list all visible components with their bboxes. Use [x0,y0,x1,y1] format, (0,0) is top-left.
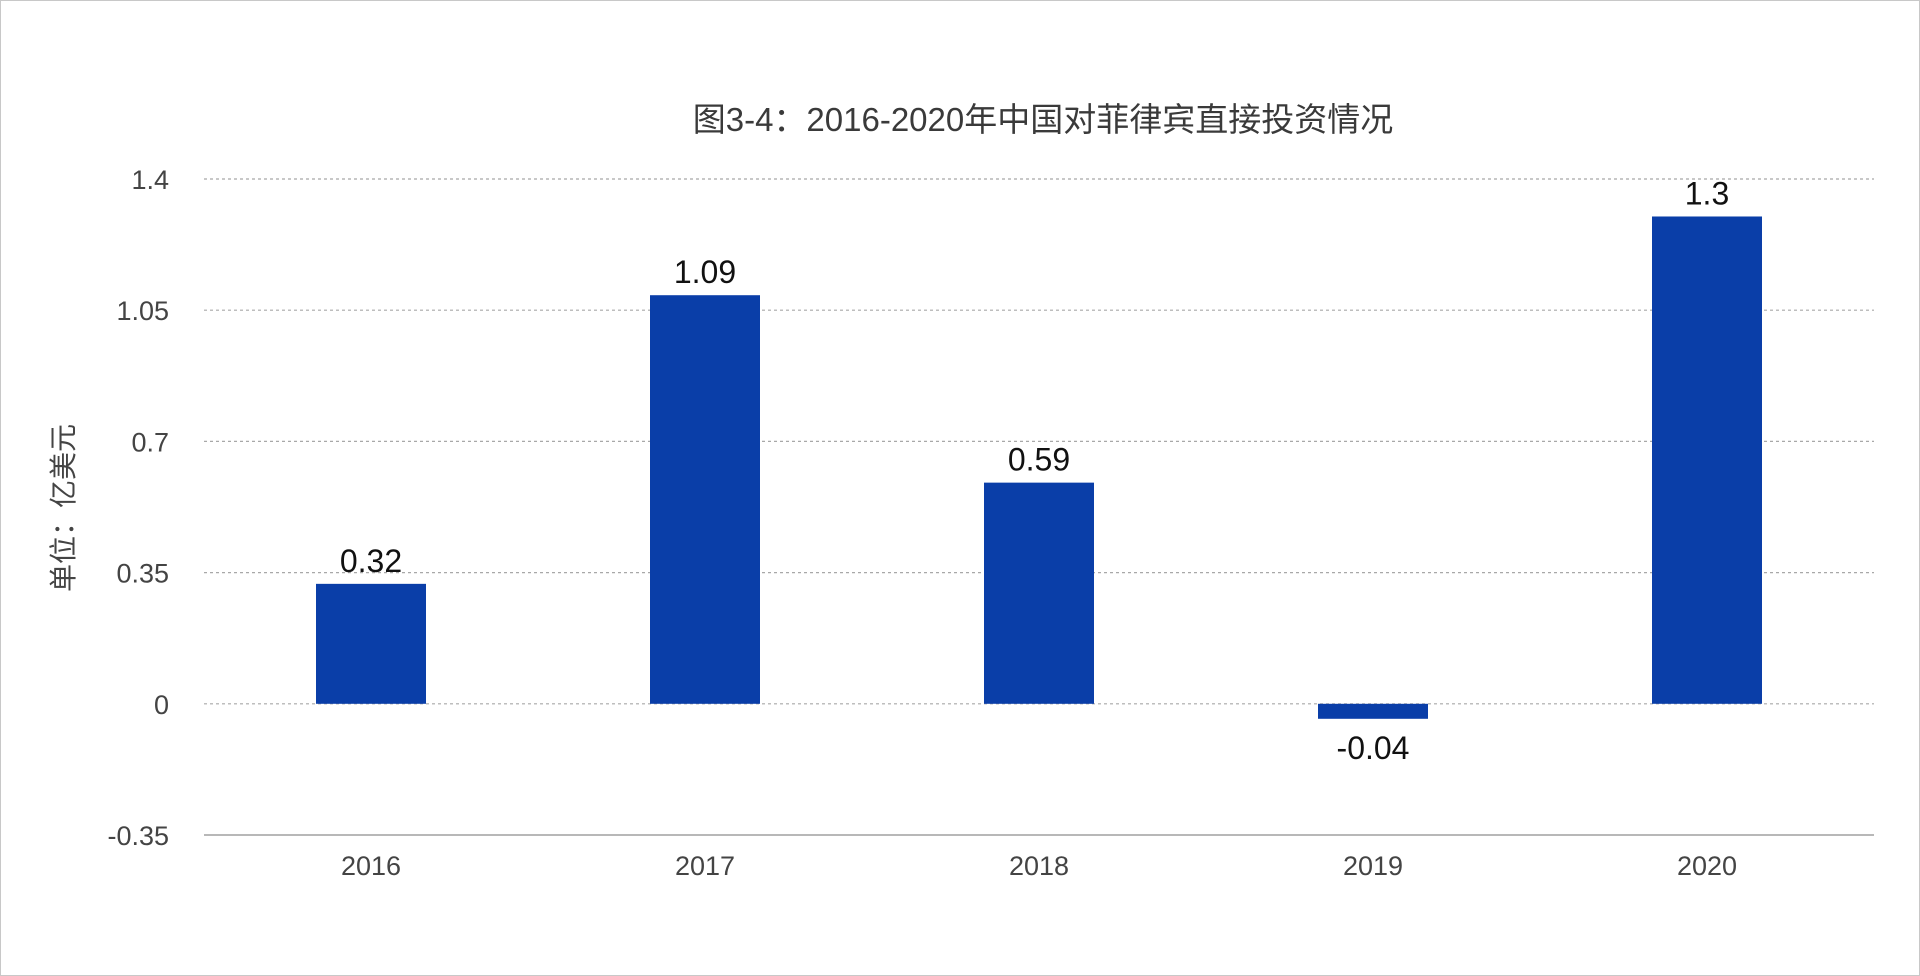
y-tick-label: 0.35 [116,559,169,589]
y-tick-label: 1.4 [131,165,169,195]
bars [316,216,1762,719]
y-tick-labels: -0.35 0 0.35 0.7 1.05 1.4 [107,165,169,851]
y-tick-label: 0 [154,690,169,720]
bar-2016 [316,583,426,704]
bar-2018 [984,482,1094,704]
bar-value-label: 0.59 [1008,442,1070,478]
x-tick-label: 2017 [675,851,735,881]
x-tick-label: 2018 [1009,851,1069,881]
bar-value-label: -0.04 [1337,730,1410,766]
bar-value-label: 1.09 [674,254,736,290]
x-tick-label: 2020 [1677,851,1737,881]
bar-2020 [1652,216,1762,704]
y-tick-label: 1.05 [116,296,169,326]
chart-title: 图3-4：2016-2020年中国对菲律宾直接投资情况 [693,101,1394,138]
y-tick-label: -0.35 [107,821,169,851]
x-tick-labels: 2016 2017 2018 2019 2020 [341,851,1737,881]
x-tick-label: 2016 [341,851,401,881]
bar-value-labels: 0.32 1.09 0.59 -0.04 1.3 [340,175,1729,765]
y-axis-label: 单位：亿美元 [48,424,79,592]
bar-value-label: 1.3 [1685,175,1729,211]
bar-value-label: 0.32 [340,543,402,579]
bar-2019 [1318,703,1428,719]
bar-2017 [650,295,760,704]
y-tick-label: 0.7 [131,427,169,457]
x-tick-label: 2019 [1343,851,1403,881]
